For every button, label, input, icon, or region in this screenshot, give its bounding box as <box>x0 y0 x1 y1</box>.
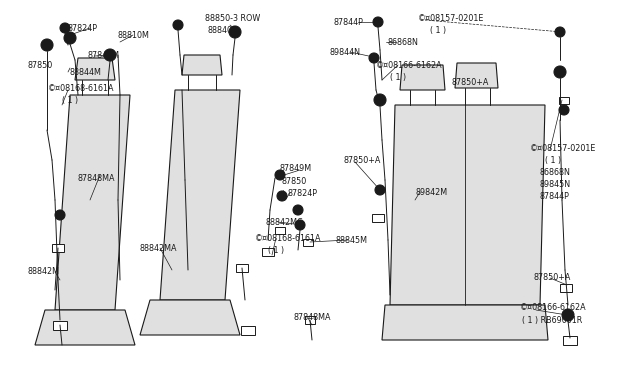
Text: 87824P: 87824P <box>287 189 317 198</box>
Bar <box>275 227 285 234</box>
Text: ©¤08168-6161A: ©¤08168-6161A <box>255 234 321 243</box>
Text: ©¤08166-6162A: ©¤08166-6162A <box>520 304 587 312</box>
Text: 87850: 87850 <box>28 61 53 70</box>
Text: 87849M: 87849M <box>280 164 312 173</box>
Circle shape <box>104 49 116 61</box>
Text: ( 1 ): ( 1 ) <box>545 155 561 164</box>
Circle shape <box>562 309 574 321</box>
Circle shape <box>562 108 566 112</box>
Text: 88842M: 88842M <box>28 267 60 276</box>
Bar <box>53 321 67 330</box>
Circle shape <box>63 26 67 30</box>
Text: 87840M: 87840M <box>88 51 120 60</box>
Text: ( 1 ) RB69001R: ( 1 ) RB69001R <box>522 315 582 324</box>
Bar <box>563 336 577 344</box>
Text: ©¤08157-0201E: ©¤08157-0201E <box>530 144 596 153</box>
Circle shape <box>378 97 383 103</box>
Text: 88842MC: 88842MC <box>265 218 303 227</box>
Text: ( 1 ): ( 1 ) <box>390 73 406 81</box>
Circle shape <box>372 56 376 60</box>
Circle shape <box>559 105 569 115</box>
Text: 89844N: 89844N <box>330 48 361 57</box>
Circle shape <box>375 185 385 195</box>
Circle shape <box>557 69 563 75</box>
Circle shape <box>278 173 282 177</box>
Text: 87850+A: 87850+A <box>452 77 490 87</box>
Text: ©¤08166-6162A: ©¤08166-6162A <box>376 61 443 70</box>
Polygon shape <box>75 58 115 80</box>
Text: 89845N: 89845N <box>540 180 571 189</box>
Bar <box>52 244 64 252</box>
Text: 86868N: 86868N <box>388 38 419 46</box>
Bar <box>303 238 313 246</box>
Text: ( 1 ): ( 1 ) <box>268 246 284 254</box>
Circle shape <box>554 66 566 78</box>
Polygon shape <box>160 90 240 300</box>
Bar <box>241 326 255 334</box>
Circle shape <box>58 213 62 217</box>
Circle shape <box>373 17 383 27</box>
Circle shape <box>558 30 562 34</box>
Circle shape <box>229 26 241 38</box>
Circle shape <box>565 312 571 318</box>
Polygon shape <box>382 305 548 340</box>
Circle shape <box>293 205 303 215</box>
Bar <box>559 96 569 103</box>
Polygon shape <box>140 300 240 335</box>
Text: 87850+A: 87850+A <box>343 155 380 164</box>
Bar <box>305 316 315 324</box>
Circle shape <box>296 208 300 212</box>
Bar <box>560 284 572 292</box>
Circle shape <box>275 170 285 180</box>
Polygon shape <box>390 105 545 305</box>
Text: 87824P: 87824P <box>68 23 98 32</box>
Text: 89842M: 89842M <box>415 187 447 196</box>
Circle shape <box>176 23 180 27</box>
Circle shape <box>64 32 76 44</box>
Polygon shape <box>182 55 222 75</box>
Circle shape <box>374 94 386 106</box>
Circle shape <box>369 53 379 63</box>
Text: 87848MA: 87848MA <box>293 314 330 323</box>
Text: 88844M: 88844M <box>70 67 102 77</box>
Text: 86868N: 86868N <box>540 167 571 176</box>
Bar <box>372 214 384 222</box>
Circle shape <box>277 191 287 201</box>
Circle shape <box>280 194 284 198</box>
Polygon shape <box>455 63 498 88</box>
Text: 88842MA: 88842MA <box>140 244 177 253</box>
Bar <box>236 264 248 272</box>
Text: ©¤08168-6161A: ©¤08168-6161A <box>48 83 115 93</box>
Text: 87850: 87850 <box>282 176 307 186</box>
Text: 88845M: 88845M <box>335 235 367 244</box>
Circle shape <box>55 210 65 220</box>
Circle shape <box>44 42 50 48</box>
Text: 88810M: 88810M <box>118 31 150 39</box>
Circle shape <box>295 220 305 230</box>
Circle shape <box>67 35 73 41</box>
Circle shape <box>555 27 565 37</box>
Text: ( 1 ): ( 1 ) <box>430 26 446 35</box>
Bar <box>262 248 274 256</box>
Text: 87844P: 87844P <box>333 17 363 26</box>
Polygon shape <box>55 95 130 310</box>
Text: 88850-3 ROW: 88850-3 ROW <box>205 13 260 22</box>
Text: 87844P: 87844P <box>540 192 570 201</box>
Text: 87850+A: 87850+A <box>534 273 572 282</box>
Text: ©¤08157-0201E: ©¤08157-0201E <box>418 13 484 22</box>
Polygon shape <box>400 65 445 90</box>
Circle shape <box>378 188 382 192</box>
Circle shape <box>173 20 183 30</box>
Text: 88840B: 88840B <box>208 26 239 35</box>
Circle shape <box>60 23 70 33</box>
Circle shape <box>108 52 113 58</box>
Circle shape <box>41 39 53 51</box>
Text: 87848MA: 87848MA <box>78 173 115 183</box>
Text: ( 1 ): ( 1 ) <box>62 96 78 105</box>
Circle shape <box>232 29 237 35</box>
Circle shape <box>298 223 302 227</box>
Circle shape <box>376 20 380 24</box>
Polygon shape <box>35 310 135 345</box>
